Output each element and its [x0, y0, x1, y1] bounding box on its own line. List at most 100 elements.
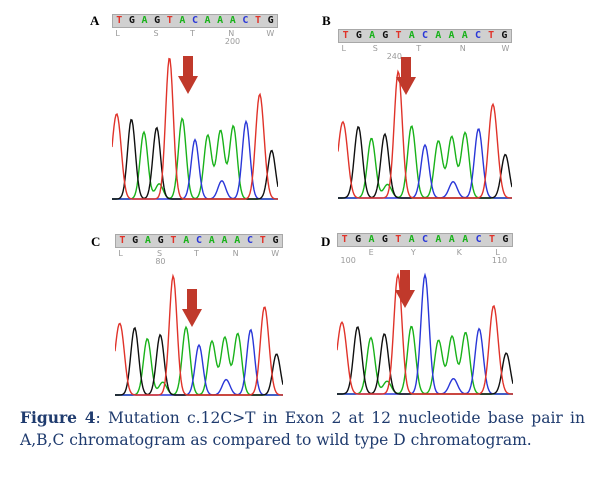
- amino-acid-label: L: [341, 44, 346, 53]
- amino-acid-row: L S 80 T N W: [115, 249, 283, 266]
- amino-acid-label: 100: [340, 256, 356, 265]
- base-call: G: [355, 30, 362, 41]
- panel-label: D: [321, 234, 331, 249]
- base-call: G: [502, 234, 509, 245]
- amino-acid-label: N: [232, 249, 239, 258]
- trace-c: [337, 272, 513, 395]
- base-call: T: [119, 235, 126, 246]
- amino-acid-row: L S T N 200 W: [112, 29, 278, 46]
- amino-acid-label: N: [459, 44, 466, 53]
- base-call: T: [170, 235, 177, 246]
- base-call: A: [435, 234, 442, 245]
- base-call: C: [422, 234, 429, 245]
- amino-acid-label: W: [501, 44, 510, 53]
- base-call: A: [229, 15, 236, 26]
- trace-t: [338, 69, 512, 199]
- base-call: A: [217, 15, 224, 26]
- base-call: A: [408, 234, 415, 245]
- base-call: G: [132, 235, 139, 246]
- amino-acid-label: T: [190, 29, 195, 38]
- base-call: C: [474, 30, 481, 41]
- base-call: G: [501, 30, 508, 41]
- base-call: T: [342, 30, 349, 41]
- base-call: A: [234, 235, 241, 246]
- amino-acid-label: T: [193, 249, 199, 258]
- base-call: T: [488, 234, 495, 245]
- amino-acid-label: N: [228, 29, 235, 38]
- base-call: T: [395, 30, 402, 41]
- amino-acid-label: 80: [155, 257, 166, 266]
- amino-acid-label: 200: [224, 37, 241, 46]
- chromatogram-trace: [338, 69, 512, 199]
- base-call: A: [462, 234, 469, 245]
- base-call: A: [448, 234, 455, 245]
- base-call: A: [141, 15, 148, 26]
- amino-acid-label: K: [456, 248, 462, 257]
- figure-caption-text: : Mutation c.12C>T in Exon 2 at 12 nucle…: [20, 409, 585, 449]
- base-call: A: [208, 235, 215, 246]
- base-call: T: [166, 15, 173, 26]
- base-call: G: [157, 235, 164, 246]
- base-call: A: [448, 30, 455, 41]
- chromatogram-trace: [337, 272, 513, 395]
- amino-acid-row: L S 240 T N W: [338, 44, 512, 61]
- base-call: A: [368, 234, 375, 245]
- amino-acid-label: 110: [491, 256, 508, 265]
- base-call: G: [154, 15, 161, 26]
- base-call: C: [247, 235, 254, 246]
- base-call: G: [382, 30, 389, 41]
- trace-t: [115, 273, 283, 396]
- base-call: G: [355, 234, 362, 245]
- amino-acid-label: T: [416, 44, 422, 53]
- base-call: A: [461, 30, 468, 41]
- amino-acid-label: 240: [386, 52, 402, 61]
- base-call: A: [183, 235, 190, 246]
- base-call: G: [267, 15, 274, 26]
- amino-acid-label: W: [266, 29, 275, 38]
- base-call: A: [204, 15, 211, 26]
- base-call: T: [254, 15, 262, 26]
- base-call: A: [221, 235, 228, 246]
- base-call: A: [369, 30, 376, 41]
- chromatogram-trace: [112, 57, 278, 200]
- base-call: A: [435, 30, 442, 41]
- amino-acid-label: L: [115, 29, 120, 38]
- panel-label: C: [91, 234, 101, 249]
- base-call: T: [259, 235, 266, 246]
- amino-acid-label: E: [368, 248, 374, 257]
- base-call: C: [422, 30, 429, 41]
- amino-acid-label: L: [495, 248, 500, 257]
- mutation-arrow-icon: [178, 56, 198, 94]
- trace-t: [337, 272, 513, 395]
- base-call: A: [144, 235, 151, 246]
- base-call: C: [195, 235, 202, 246]
- panel-label: A: [90, 13, 100, 28]
- base-call: G: [128, 15, 135, 26]
- amino-acid-label: Y: [410, 248, 416, 257]
- base-call: G: [272, 235, 279, 246]
- base-call: C: [191, 15, 198, 26]
- base-call: T: [116, 15, 123, 26]
- base-call: C: [475, 234, 482, 245]
- base-call: T: [488, 30, 495, 41]
- base-call: A: [408, 30, 415, 41]
- amino-acid-label: S: [372, 44, 378, 53]
- amino-acid-row: 100 E Y K L 110: [337, 248, 513, 265]
- figure-caption: Figure 4: Mutation c.12C>T in Exon 2 at …: [20, 407, 585, 451]
- annotation-arrow-icon: [395, 270, 415, 308]
- amino-acid-label: S: [153, 29, 159, 38]
- base-call: T: [395, 234, 402, 245]
- chromatogram-trace: [115, 273, 283, 396]
- mutation-arrow-icon: [396, 57, 416, 95]
- panel-label: B: [322, 13, 331, 28]
- base-call: C: [242, 15, 249, 26]
- mutation-arrow-icon: [182, 289, 202, 327]
- trace-t: [112, 57, 278, 200]
- base-call: T: [341, 234, 348, 245]
- amino-acid-label: W: [271, 249, 280, 258]
